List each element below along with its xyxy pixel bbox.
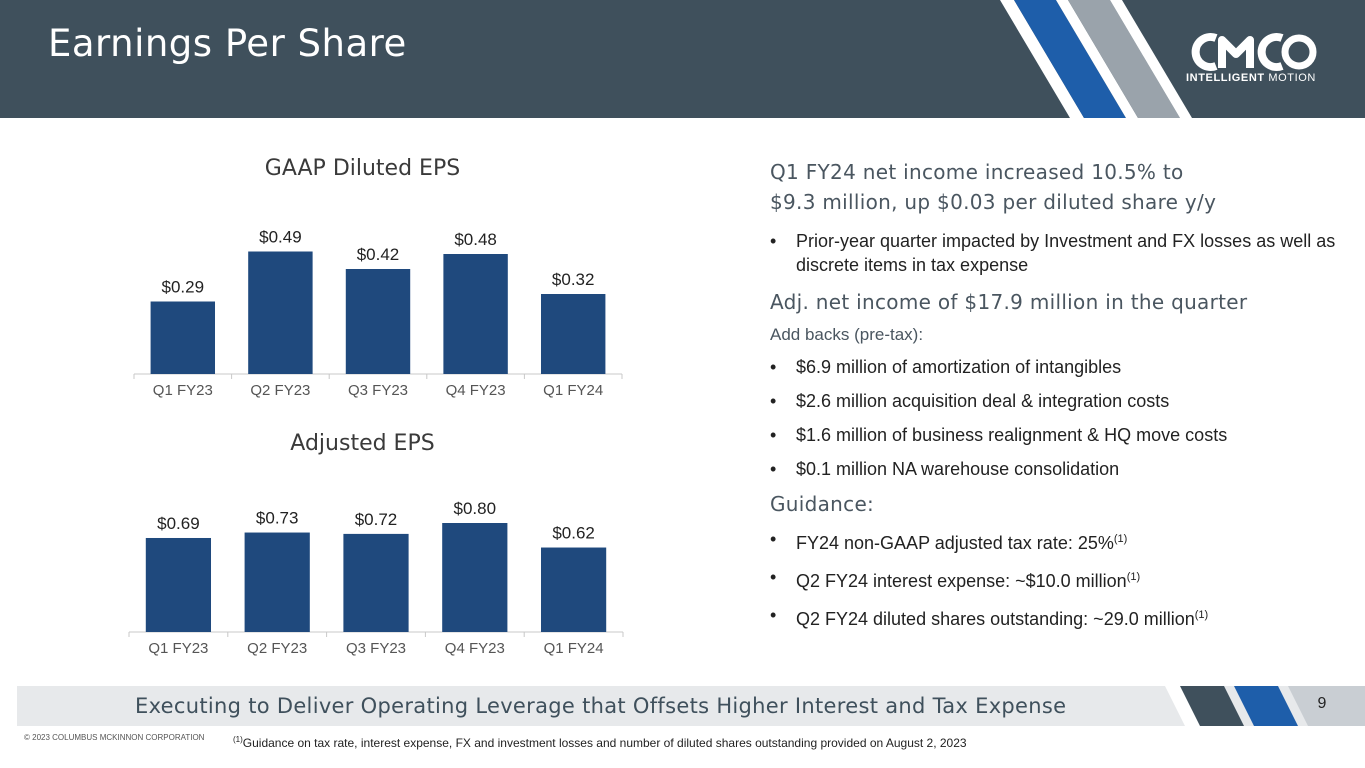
data-label: $0.62	[552, 524, 595, 543]
data-label: $0.69	[157, 514, 200, 533]
page-title: Earnings Per Share	[48, 22, 407, 65]
data-label: $0.32	[552, 270, 595, 289]
category-label: Q4 FY23	[445, 640, 505, 657]
chart-bar	[443, 254, 508, 374]
addbacks-label: Add backs (pre-tax):	[770, 325, 924, 344]
footer-shape-blue	[1234, 686, 1298, 726]
summary-panel: Q1 FY24 net income increased 10.5% to $9…	[770, 157, 1340, 631]
company-logo	[1191, 33, 1317, 71]
footer-shape-light	[1288, 686, 1365, 726]
footer-bar	[17, 686, 1365, 726]
guidance-item: Q2 FY24 diluted shares outstanding: ~29.…	[770, 603, 1340, 631]
category-label: Q1 FY23	[148, 640, 208, 657]
guidance-item: Q2 FY24 interest expense: ~$10.0 million…	[770, 565, 1340, 593]
footer-shape-dark	[1180, 686, 1244, 726]
header-banner: Earnings Per Share INTELLIGENT MOTION	[0, 0, 1365, 118]
data-label: $0.42	[357, 245, 400, 264]
category-label: Q1 FY24	[543, 382, 603, 399]
category-label: Q1 FY24	[544, 640, 604, 657]
prior-year-bullet: Prior-year quarter impacted by Investmen…	[770, 229, 1340, 277]
logo-letter-c2	[1257, 33, 1284, 71]
addback-item: $2.6 million acquisition deal & integrat…	[770, 389, 1340, 413]
category-label: Q3 FY23	[346, 640, 406, 657]
chart-bar	[442, 523, 508, 632]
category-label: Q4 FY23	[446, 382, 506, 399]
chart-bar	[244, 532, 310, 632]
addback-item: $1.6 million of business realignment & H…	[770, 423, 1340, 447]
adjusted-eps-chart-title: Adjusted EPS	[290, 431, 435, 456]
data-label: $0.48	[454, 230, 497, 249]
footer-tagline: Executing to Deliver Operating Leverage …	[135, 694, 1067, 718]
stripe-blue	[1014, 0, 1126, 118]
guidance-item: FY24 non-GAAP adjusted tax rate: 25%(1)	[770, 527, 1340, 555]
net-income-heading-line2: $9.3 million, up $0.03 per diluted share…	[770, 190, 1217, 214]
data-label: $0.80	[454, 499, 497, 518]
logo-letter-c	[1191, 33, 1218, 71]
addback-item: $6.9 million of amortization of intangib…	[770, 355, 1340, 379]
data-label: $0.49	[259, 228, 302, 247]
footnote: (1)Guidance on tax rate, interest expens…	[233, 735, 967, 750]
gaap-eps-chart-title: GAAP Diluted EPS	[264, 156, 461, 181]
chart-bar	[343, 533, 409, 632]
data-label: $0.29	[162, 278, 205, 297]
stripe-white	[1056, 0, 1138, 118]
chart-bar	[345, 269, 411, 374]
page-number: 9	[1317, 695, 1327, 712]
net-income-heading: Q1 FY24 net income increased 10.5% to $9…	[770, 157, 1340, 217]
chart-bar	[540, 294, 606, 374]
category-label: Q1 FY23	[153, 382, 213, 399]
stripe-dark	[1000, 0, 1084, 118]
category-label: Q2 FY23	[250, 382, 310, 399]
copyright-notice: © 2023 COLUMBUS MCKINNON CORPORATION	[24, 733, 205, 742]
chart-bar	[248, 251, 313, 374]
stripe-gray	[1068, 0, 1180, 118]
logo-letter-m	[1218, 36, 1254, 68]
adj-net-income-heading: Adj. net income of $17.9 million in the …	[770, 290, 1248, 314]
stripe-white-2	[1110, 0, 1192, 118]
logo-tagline: INTELLIGENT MOTION	[1186, 72, 1316, 84]
guidance-heading: Guidance:	[770, 492, 875, 516]
category-label: Q2 FY23	[247, 640, 307, 657]
data-label: $0.73	[256, 509, 299, 528]
category-label: Q3 FY23	[348, 382, 408, 399]
net-income-heading-line1: Q1 FY24 net income increased 10.5% to	[770, 160, 1184, 184]
data-label: $0.72	[355, 510, 398, 529]
header-decorative-stripes	[1000, 0, 1192, 118]
addback-item: $0.1 million NA warehouse consolidation	[770, 457, 1340, 481]
chart-bar	[150, 301, 216, 374]
chart-bar	[145, 537, 212, 632]
chart-bar	[540, 547, 607, 632]
logo-letter-o	[1281, 34, 1317, 70]
